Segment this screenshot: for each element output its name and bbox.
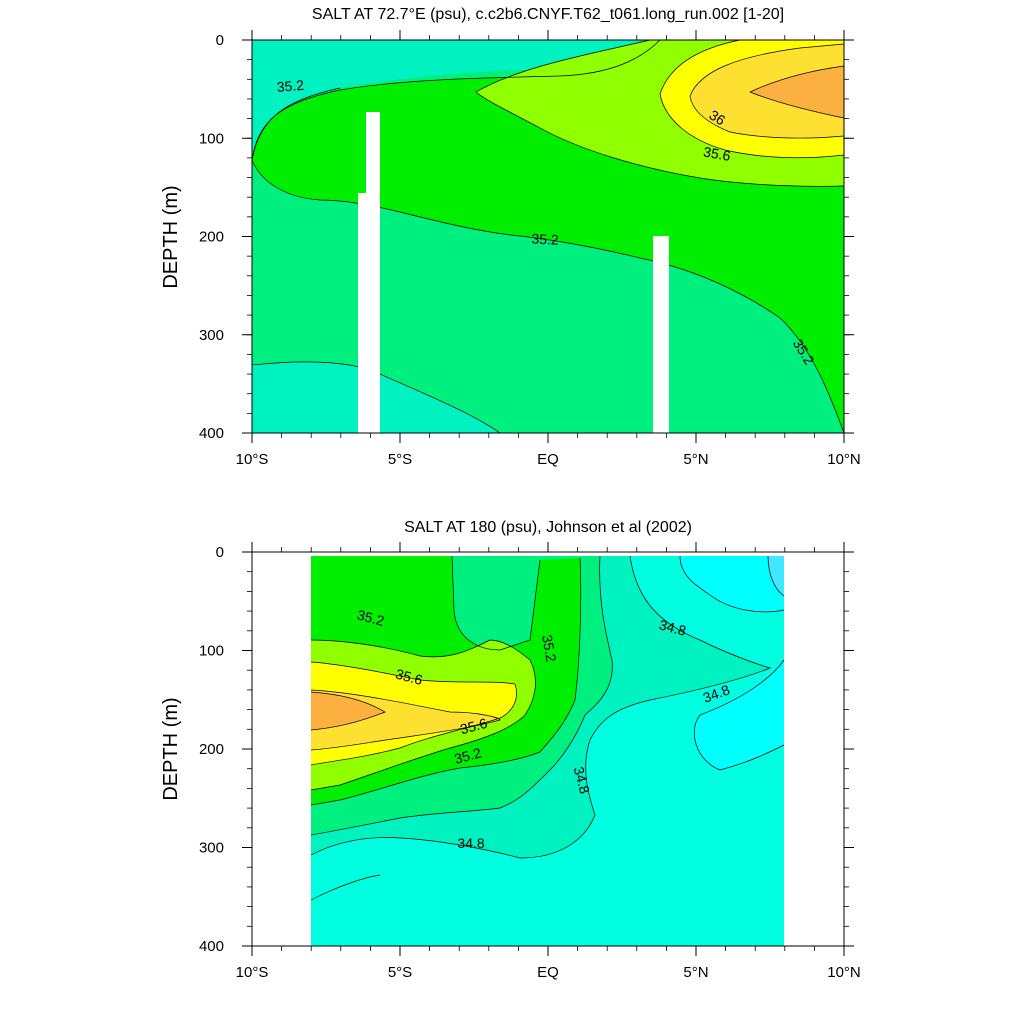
bottom-xtick-label: EQ — [537, 964, 559, 981]
top-contour-lines — [251, 39, 845, 434]
top-xtick-label: 5°N — [683, 451, 708, 468]
fill-orange-b — [311, 692, 385, 730]
b-line-346-ne — [679, 555, 785, 613]
b-line-346-e — [693, 659, 785, 771]
bottom-ytick-label: 0 — [216, 544, 224, 561]
bottom-contour-lines — [310, 555, 785, 901]
panel-top-title: SALT AT 72.7°E (psu), c.c2b6.CNYF.T62_t0… — [312, 6, 784, 23]
line-35.4 — [475, 39, 651, 93]
mask-bar-1 — [366, 112, 380, 433]
top-ytick-label: 200 — [199, 229, 224, 246]
top-xtick-label: 10°N — [827, 451, 861, 468]
top-axes: 10°S 5°S EQ 5°N 10°N 0 100 200 300 400 — [199, 30, 861, 468]
line-surface — [251, 87, 341, 161]
bottom-ytick-label: 400 — [199, 938, 224, 955]
panel-top: SALT AT 72.7°E (psu), c.c2b6.CNYF.T62_t0… — [160, 6, 861, 468]
line-35.8 — [689, 43, 845, 139]
top-contour-label: 35.6 — [702, 143, 732, 164]
top-xtick-label: EQ — [537, 451, 559, 468]
top-xtick-label: 5°S — [388, 451, 412, 468]
mask-bar-2 — [358, 193, 368, 433]
top-ytick-label: 300 — [199, 327, 224, 344]
fill-orange-core — [750, 66, 844, 118]
bottom-axes: 10°S 5°S EQ 5°N 10°N 0 100 200 300 400 — [199, 542, 861, 981]
b-line-348 — [310, 555, 772, 859]
top-contour-label: 35.2 — [531, 230, 559, 247]
bottom-xtick-label: 5°N — [683, 964, 708, 981]
bottom-contour-label: 35.2 — [539, 633, 560, 663]
fill-corner-cyan — [768, 556, 784, 596]
top-ytick-label: 400 — [199, 425, 224, 442]
top-missing-data — [358, 112, 669, 433]
bottom-contour-label: 34.8 — [657, 616, 688, 639]
bottom-ytick-label: 200 — [199, 741, 224, 758]
b-line-354 — [310, 639, 536, 791]
line-35.4-b — [475, 91, 845, 187]
top-contour-label: 36 — [707, 107, 729, 129]
top-ytick-label: 100 — [199, 130, 224, 147]
b-line-358 — [310, 689, 501, 751]
b-line-deep-34.8 — [310, 874, 381, 901]
bottom-contour-label: 35.6 — [394, 666, 425, 689]
top-xtick-label: 10°S — [236, 451, 269, 468]
bottom-ytick-label: 100 — [199, 643, 224, 660]
line-36 — [749, 65, 845, 119]
bottom-contour-label: 35.2 — [356, 606, 387, 629]
line-35.2-deep — [251, 159, 845, 434]
bottom-xtick-label: 10°S — [236, 964, 269, 981]
line-35.6 — [659, 39, 845, 159]
bottom-contour-label: 35.2 — [453, 744, 484, 767]
bottom-contour-label: 35.6 — [458, 715, 489, 738]
fill-deep-cyan-east — [694, 660, 784, 770]
b-line-352 — [310, 555, 582, 806]
bottom-xtick-label: 10°N — [827, 964, 861, 981]
mask-bar-3 — [653, 236, 669, 433]
bottom-ylabel: DEPTH (m) — [160, 697, 182, 800]
panel-bottom: SALT AT 180 (psu), Johnson et al (2002) — [160, 519, 861, 981]
bottom-ytick-label: 300 — [199, 840, 224, 857]
b-line-350 — [310, 555, 613, 836]
top-ytick-label: 0 — [216, 32, 224, 49]
line-35.2-upper — [251, 39, 661, 161]
bottom-contour-label: 34.8 — [457, 835, 484, 851]
b-line-corner — [767, 555, 785, 597]
bottom-contour-label: 34.8 — [571, 765, 594, 796]
bottom-xtick-label: 5°S — [388, 964, 412, 981]
b-line-360 — [310, 691, 386, 731]
fill-ne-cyan — [680, 556, 784, 612]
panel-bottom-title: SALT AT 180 (psu), Johnson et al (2002) — [404, 519, 692, 536]
top-ylabel: DEPTH (m) — [160, 185, 182, 288]
b-line-356 — [310, 661, 517, 766]
bottom-contour-fills — [311, 556, 784, 946]
top-contour-label: 35.2 — [276, 77, 305, 95]
